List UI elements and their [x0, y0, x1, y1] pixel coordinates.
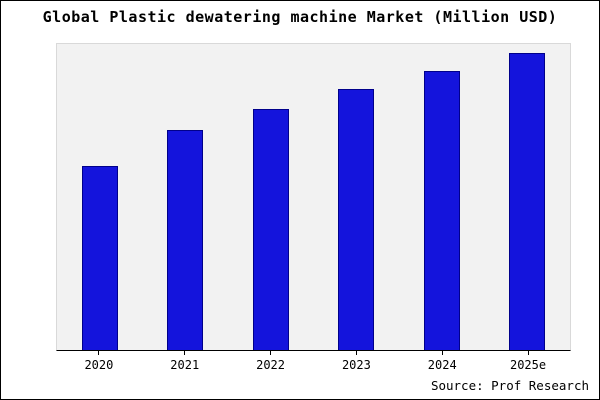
x-tick: [270, 351, 272, 355]
bar-2025e: [509, 52, 546, 350]
chart-title: Global Plastic dewatering machine Market…: [42, 8, 558, 26]
x-tick-label: 2025e: [509, 358, 547, 372]
x-slot: 2025e: [485, 351, 571, 372]
x-tick: [355, 351, 357, 355]
bar-slot: [143, 44, 229, 350]
x-slot: 2020: [56, 351, 142, 372]
x-tick-label: 2022: [256, 358, 286, 372]
source-text: Source: Prof Research: [430, 378, 589, 393]
x-tick-label: 2023: [341, 358, 371, 372]
x-tick: [184, 351, 186, 355]
x-tick: [527, 351, 529, 355]
x-tick-label: 2021: [170, 358, 200, 372]
x-slot: 2021: [142, 351, 228, 372]
plot-area: [56, 43, 571, 351]
x-tick-label: 2020: [84, 358, 114, 372]
bars: [57, 44, 570, 350]
x-tick: [441, 351, 443, 355]
x-slot: 2024: [399, 351, 485, 372]
bar-slot: [399, 44, 485, 350]
bar-slot: [228, 44, 314, 350]
bar-2022: [252, 109, 289, 350]
x-slot: 2022: [228, 351, 314, 372]
bar-2023: [338, 88, 375, 350]
x-slot: 2023: [313, 351, 399, 372]
x-tick: [98, 351, 100, 355]
x-tick-label: 2024: [427, 358, 457, 372]
bar-2024: [423, 70, 460, 350]
bar-slot: [314, 44, 400, 350]
bar-slot: [57, 44, 143, 350]
bar-slot: [485, 44, 571, 350]
bar-2021: [167, 130, 204, 350]
bar-2020: [81, 165, 118, 350]
x-axis: 2020 2021 2022 2023 2024 2025e: [56, 351, 571, 372]
